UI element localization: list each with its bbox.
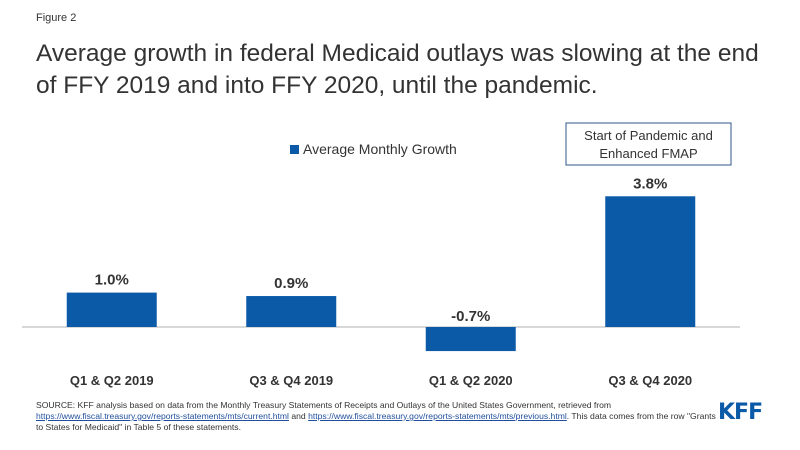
source-text-1: SOURCE: KFF analysis based on data from … bbox=[36, 400, 612, 410]
bar-3 bbox=[425, 327, 516, 352]
source-link-previous[interactable]: https://www.fiscal.treasury.gov/reports-… bbox=[308, 411, 567, 421]
data-label-3: -0.7% bbox=[451, 308, 490, 325]
category-label-2: Q3 & Q4 2019 bbox=[249, 373, 333, 388]
legend-swatch bbox=[290, 145, 299, 154]
data-label-2: 0.9% bbox=[274, 275, 308, 292]
source-and: and bbox=[288, 411, 309, 421]
source-link-current[interactable]: https://www.fiscal.treasury.gov/reports-… bbox=[36, 411, 289, 421]
category-label-1: Q1 & Q2 2019 bbox=[70, 373, 154, 388]
source-note: SOURCE: KFF analysis based on data from … bbox=[36, 400, 716, 433]
bar-chart: 1.0% Q1 & Q2 2019 0.9% Q3 & Q4 2019 -0.7% Q1 … bbox=[22, 122, 740, 388]
legend-label: Average Monthly Growth bbox=[303, 141, 457, 157]
data-label-1: 1.0% bbox=[95, 272, 129, 289]
annotation-line-2: Enhanced FMAP bbox=[599, 146, 697, 161]
bar-2 bbox=[246, 296, 337, 327]
annotation-line-1: Start of Pandemic and bbox=[584, 128, 713, 143]
annotation-box bbox=[565, 122, 732, 166]
bar-1 bbox=[66, 292, 157, 327]
chart-title: Average growth in federal Medicaid outla… bbox=[36, 40, 759, 99]
bar-4 bbox=[605, 196, 696, 327]
kff-logo: KFF bbox=[718, 400, 763, 425]
figure-label: Figure 2 bbox=[36, 12, 77, 24]
category-label-3: Q1 & Q2 2020 bbox=[429, 373, 513, 388]
data-label-4: 3.8% bbox=[633, 175, 667, 192]
source-text-2: . This data comes from the row "Grants t… bbox=[36, 411, 716, 432]
category-label-4: Q3 & Q4 2020 bbox=[608, 373, 692, 388]
